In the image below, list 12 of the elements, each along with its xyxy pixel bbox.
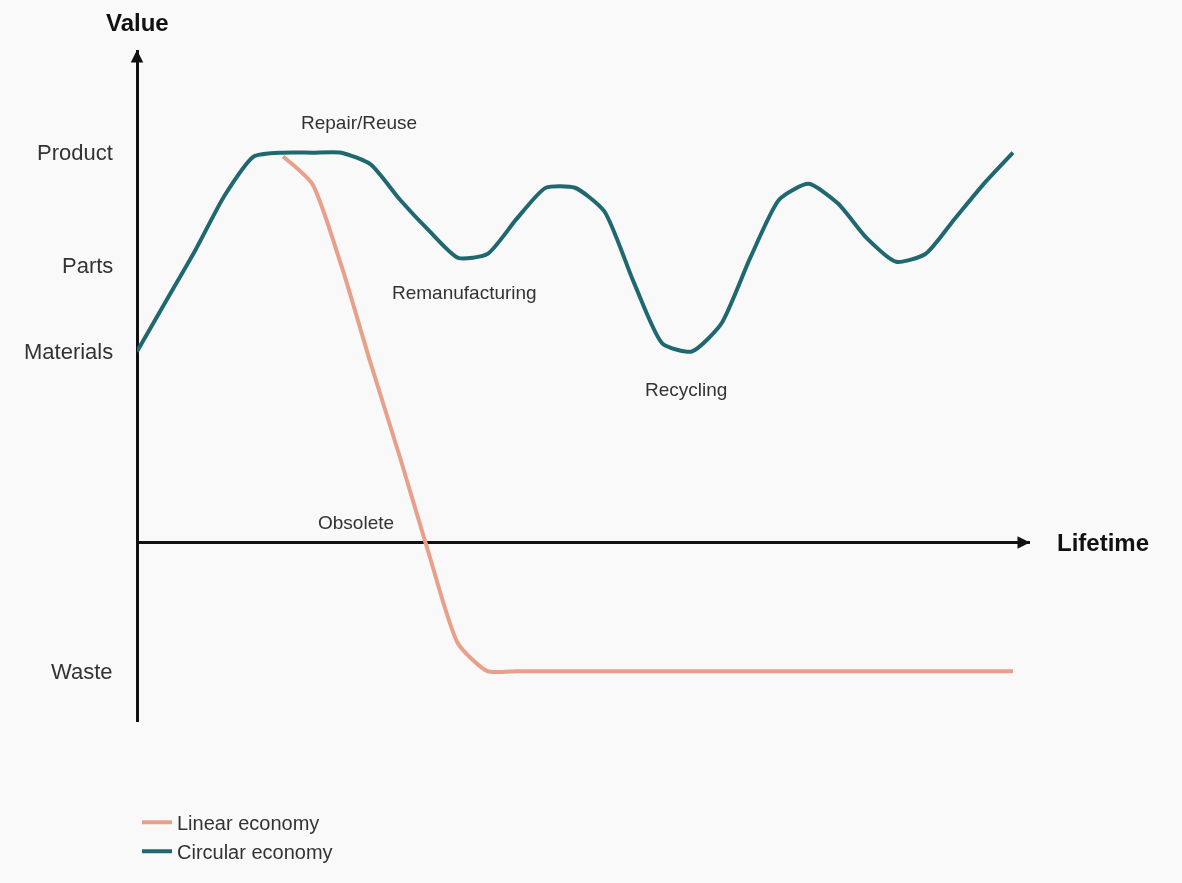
text: Repair/Reuse	[301, 112, 418, 133]
legend-label: Linear economy	[177, 811, 320, 834]
text: Materials	[24, 339, 114, 364]
annotation: Remanufacturing	[392, 282, 537, 303]
text: Waste	[51, 659, 113, 684]
legend-label: Circular economy	[177, 840, 333, 863]
text: Product	[37, 140, 113, 165]
y-axis-title: Value	[106, 9, 169, 36]
annotation: Recycling	[645, 379, 728, 400]
annotation: Obsolete	[318, 512, 395, 533]
x-axis-title: Lifetime	[1057, 529, 1150, 556]
text: Parts	[62, 253, 114, 278]
